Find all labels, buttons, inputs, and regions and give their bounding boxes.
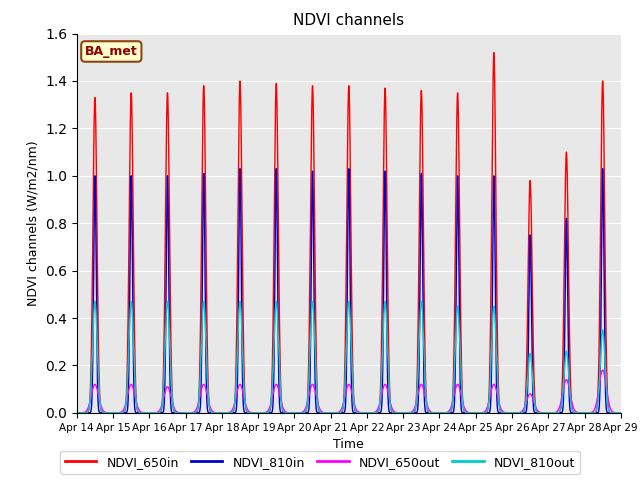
NDVI_810in	[615, 410, 623, 416]
NDVI_810in	[189, 410, 197, 416]
NDVI_650in	[276, 372, 284, 378]
NDVI_810out	[276, 388, 284, 394]
NDVI_810out	[189, 410, 197, 416]
Line: NDVI_810in: NDVI_810in	[77, 168, 621, 413]
NDVI_650in	[189, 410, 197, 416]
NDVI_650out	[189, 409, 197, 415]
NDVI_650out	[424, 404, 431, 410]
NDVI_650out	[617, 410, 625, 416]
NDVI_810out	[184, 410, 191, 416]
NDVI_650in	[617, 410, 625, 416]
NDVI_650in	[424, 408, 431, 414]
NDVI_810in	[276, 409, 284, 415]
NDVI_810in	[599, 166, 607, 171]
NDVI_650in	[73, 410, 81, 416]
NDVI_810out	[73, 410, 81, 416]
NDVI_810out	[617, 410, 625, 416]
NDVI_650out	[501, 409, 509, 415]
NDVI_810in	[617, 410, 625, 416]
NDVI_810in	[73, 410, 81, 416]
Y-axis label: NDVI channels (W/m2/nm): NDVI channels (W/m2/nm)	[26, 140, 40, 306]
NDVI_650in	[490, 50, 498, 56]
NDVI_650out	[73, 410, 81, 416]
NDVI_810in	[184, 410, 191, 416]
NDVI_650in	[184, 410, 191, 416]
NDVI_810out	[424, 408, 431, 413]
Line: NDVI_810out: NDVI_810out	[77, 301, 621, 413]
Line: NDVI_650in: NDVI_650in	[77, 53, 621, 413]
NDVI_650out	[276, 395, 284, 401]
NDVI_650out	[615, 410, 623, 416]
NDVI_810in	[501, 410, 509, 416]
NDVI_650out	[599, 367, 607, 373]
Line: NDVI_650out: NDVI_650out	[77, 370, 621, 413]
Text: BA_met: BA_met	[85, 45, 138, 58]
NDVI_650in	[615, 410, 623, 416]
Title: NDVI channels: NDVI channels	[293, 13, 404, 28]
Legend: NDVI_650in, NDVI_810in, NDVI_650out, NDVI_810out: NDVI_650in, NDVI_810in, NDVI_650out, NDV…	[60, 451, 580, 474]
NDVI_810in	[424, 410, 431, 416]
NDVI_810out	[501, 410, 509, 416]
NDVI_650out	[184, 410, 191, 416]
NDVI_810out	[91, 299, 99, 304]
NDVI_650in	[501, 410, 509, 416]
NDVI_810out	[615, 410, 623, 416]
X-axis label: Time: Time	[333, 438, 364, 451]
